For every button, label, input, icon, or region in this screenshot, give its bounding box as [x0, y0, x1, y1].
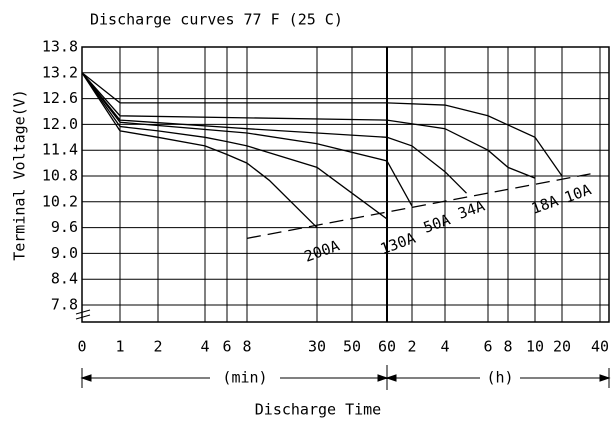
curve-label: 18A: [529, 192, 561, 218]
x-tick-label: 0: [77, 338, 86, 356]
discharge-curve: [81, 72, 318, 229]
x-tick-label: 30: [308, 338, 326, 356]
y-tick-label: 8.4: [51, 270, 78, 288]
x-tick-label: 60: [378, 338, 396, 356]
y-tick-label: 7.8: [51, 296, 78, 314]
curve-label: 50A: [421, 211, 453, 237]
y-tick-label: 13.8: [42, 38, 78, 56]
x-tick-label: 40: [591, 338, 609, 356]
x-tick-label: 8: [242, 338, 251, 356]
x-axis-label: Discharge Time: [255, 401, 381, 419]
axis-break: [75, 309, 91, 320]
x-tick-label: 2: [153, 338, 162, 356]
x-unit-label: (h): [486, 369, 513, 387]
x-tick-label: 6: [222, 338, 231, 356]
x-tick-label: 6: [483, 338, 492, 356]
discharge-curve: [81, 72, 563, 177]
x-tick-label: 50: [343, 338, 361, 356]
cutoff-line: [246, 173, 591, 239]
x-tick-label: 1: [115, 338, 124, 356]
y-tick-label: 12.0: [42, 115, 78, 133]
x-tick-label: 4: [200, 338, 209, 356]
y-tick-label: 10.2: [42, 192, 78, 210]
y-tick-label: 9.0: [51, 244, 78, 262]
discharge-curve: [81, 72, 413, 207]
curve-label: 10A: [562, 180, 594, 206]
x-span-arrows: [80, 365, 611, 390]
curve-label: 34A: [456, 197, 488, 223]
y-tick-label: 9.6: [51, 218, 78, 236]
y-tick-label: 10.8: [42, 167, 78, 185]
discharge-curve: [81, 72, 536, 179]
x-tick-label: 8: [503, 338, 512, 356]
discharge-curve: [81, 72, 467, 194]
chart-title: Discharge curves 77 F (25 C): [90, 11, 343, 29]
y-tick-label: 11.4: [42, 141, 78, 159]
plot-frame: [81, 46, 610, 323]
y-tick-label: 13.2: [42, 63, 78, 81]
x-unit-label: (min): [222, 369, 267, 387]
discharge-curve: [81, 72, 388, 220]
curve-label: 200A: [302, 236, 342, 265]
x-tick-label: 10: [526, 338, 544, 356]
y-tick-label: 12.6: [42, 89, 78, 107]
x-tick-label: 4: [440, 338, 449, 356]
x-tick-label: 20: [553, 338, 571, 356]
y-axis-label: Terminal Voltage(V): [11, 89, 29, 261]
x-tick-label: 2: [407, 338, 416, 356]
